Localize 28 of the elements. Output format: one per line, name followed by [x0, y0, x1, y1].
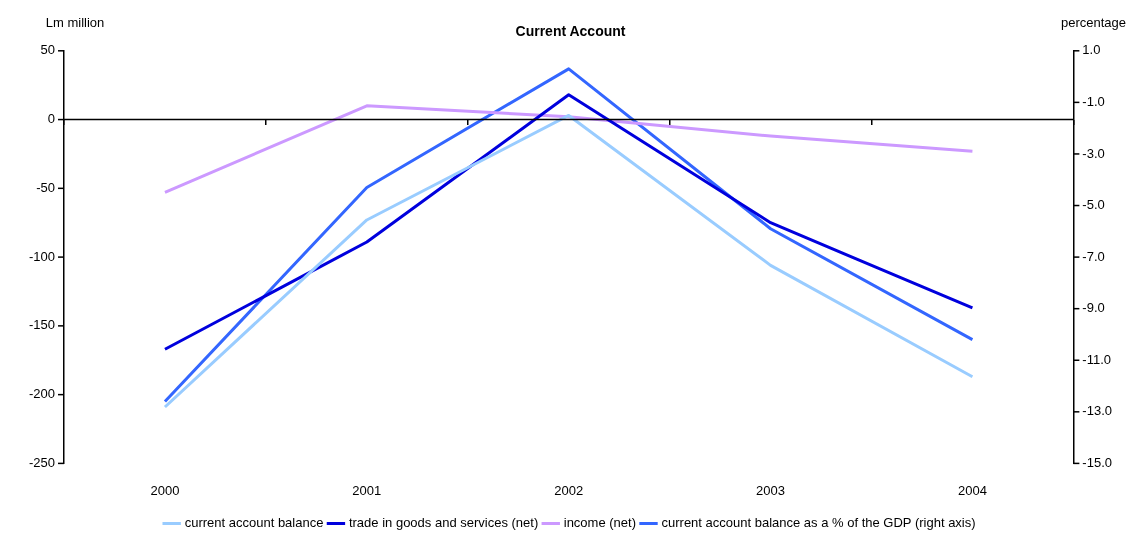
- y2-tick-label: -7.0: [1082, 248, 1105, 264]
- y2-tick-label: -5.0: [1082, 197, 1105, 213]
- legend-label: trade in goods and services (net): [348, 515, 539, 531]
- y-tick-label: -250: [28, 454, 56, 470]
- y2-tick-label: -1.0: [1082, 93, 1105, 109]
- y-tick-label: -200: [28, 386, 56, 402]
- x-tick-label: 2000: [150, 482, 180, 498]
- y2-tick-label: -3.0: [1082, 145, 1105, 161]
- chart-title: Current Account: [515, 23, 626, 40]
- y-axis-title: Lm million: [45, 15, 105, 30]
- y2-tick-label: -11.0: [1082, 351, 1112, 367]
- x-tick-label: 2004: [957, 482, 987, 498]
- x-tick-label: 2003: [756, 482, 786, 498]
- y2-axis-title: percentage: [1060, 15, 1126, 30]
- y-tick-label: -100: [28, 248, 56, 264]
- y-tick-label: 50: [40, 42, 56, 58]
- y-tick-label: 0: [47, 111, 56, 127]
- x-tick-label: 2001: [352, 482, 382, 498]
- y-tick-label: -150: [28, 317, 56, 333]
- x-tick-label: 2002: [554, 482, 584, 498]
- y-tick-label: -50: [36, 179, 56, 195]
- legend-label: income (net): [563, 515, 637, 531]
- y2-tick-label: -15.0: [1082, 454, 1113, 470]
- y2-tick-label: 1.0: [1082, 42, 1101, 58]
- legend-label: current account balance as a % of the GDP (right axis): [661, 515, 976, 531]
- y2-tick-label: -9.0: [1082, 300, 1105, 316]
- legend-label: current account balance: [184, 515, 324, 531]
- y2-tick-label: -13.0: [1082, 403, 1113, 419]
